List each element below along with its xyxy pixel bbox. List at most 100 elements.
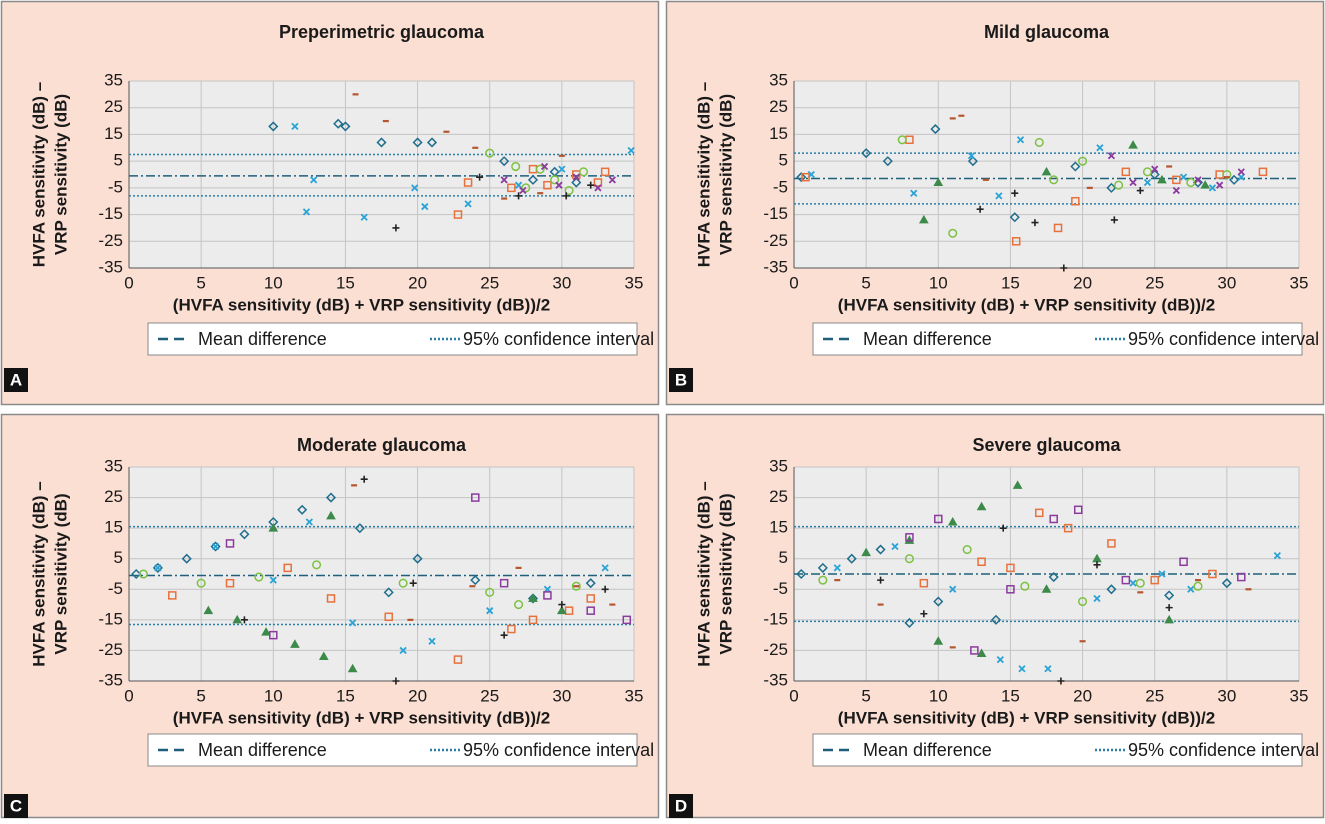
point xyxy=(210,541,221,552)
x-tick-label: 25 xyxy=(1145,273,1164,292)
point xyxy=(291,122,299,131)
point xyxy=(1057,677,1065,685)
point xyxy=(1193,581,1203,591)
point xyxy=(354,523,365,534)
point xyxy=(877,576,885,584)
point xyxy=(269,576,277,584)
y-tick-label: -35 xyxy=(98,670,123,689)
x-tick-label: 35 xyxy=(625,686,644,705)
point xyxy=(585,578,596,589)
point xyxy=(1187,585,1195,593)
x-tick-label: 5 xyxy=(196,273,205,292)
point xyxy=(181,553,192,564)
y-tick-label: -15 xyxy=(763,204,788,223)
panel-label-box xyxy=(669,794,693,818)
point xyxy=(572,173,580,181)
y-tick-label: 25 xyxy=(104,97,123,116)
y-tick-label: 35 xyxy=(104,70,123,89)
point xyxy=(796,568,807,580)
point xyxy=(1136,187,1144,195)
point xyxy=(556,605,567,615)
point xyxy=(360,213,368,221)
x-tick-label: 25 xyxy=(480,273,499,292)
legend-label: 95% confidence interval xyxy=(1128,740,1319,760)
x-tick-label: 0 xyxy=(124,686,133,705)
x-tick-label: 0 xyxy=(124,273,133,292)
y-tick-label: 35 xyxy=(769,70,788,89)
y-tick-label: 25 xyxy=(769,97,788,116)
point xyxy=(918,214,929,224)
point xyxy=(453,210,463,219)
point xyxy=(976,648,987,657)
point xyxy=(333,118,344,129)
point xyxy=(535,164,545,174)
point xyxy=(970,646,979,655)
y-axis-label: VRP sensitivity (dB) xyxy=(716,493,735,654)
y-tick-label: -15 xyxy=(98,204,123,223)
legend-label: 95% confidence interval xyxy=(463,329,654,349)
legend-box xyxy=(147,322,638,356)
point xyxy=(232,614,243,624)
point xyxy=(1009,212,1020,223)
y-tick-label: -5 xyxy=(108,579,123,598)
point xyxy=(1143,178,1152,187)
point xyxy=(1093,561,1101,569)
point xyxy=(507,183,516,193)
point xyxy=(833,564,841,572)
point xyxy=(269,630,278,640)
point xyxy=(1006,563,1015,573)
point xyxy=(1129,579,1137,587)
point xyxy=(485,587,495,597)
point xyxy=(1172,175,1181,185)
y-tick-label: -35 xyxy=(763,257,788,276)
x-tick-label: 5 xyxy=(861,273,870,292)
point xyxy=(1208,184,1217,192)
x-tick-label: 5 xyxy=(196,686,205,705)
point xyxy=(555,181,563,189)
point xyxy=(1128,140,1138,149)
point xyxy=(297,504,308,515)
point xyxy=(1044,665,1052,673)
point xyxy=(933,177,944,187)
point xyxy=(1078,596,1088,607)
x-tick-label: 30 xyxy=(552,686,571,705)
x-tick-label: 10 xyxy=(929,686,948,705)
point xyxy=(1121,167,1131,177)
legend-label: Mean difference xyxy=(198,740,327,760)
y-axis-label: HVFA sensitivity (dB) – xyxy=(29,82,48,267)
x-tick-label: 0 xyxy=(789,273,798,292)
point xyxy=(930,124,941,135)
y-tick-label: -15 xyxy=(763,609,788,628)
x-tick-label: 30 xyxy=(1217,273,1236,292)
point xyxy=(1158,570,1166,578)
point xyxy=(464,200,472,208)
point xyxy=(528,615,538,625)
point xyxy=(919,578,929,588)
point xyxy=(1165,604,1173,612)
point xyxy=(1011,189,1019,197)
point xyxy=(511,161,521,172)
panel-label: A xyxy=(10,370,22,389)
point xyxy=(470,575,481,586)
point xyxy=(1020,581,1030,591)
point xyxy=(601,564,609,572)
y-tick-label: 15 xyxy=(769,518,788,537)
point xyxy=(290,639,300,648)
point xyxy=(1222,169,1232,180)
point xyxy=(1237,572,1246,582)
x-tick-label: 10 xyxy=(264,273,283,292)
x-axis-label: (HVFA sensitivity (dB) + VRP sensitivity… xyxy=(173,295,550,314)
y-tick-label: 15 xyxy=(104,124,123,143)
y-tick-label: -35 xyxy=(763,670,788,689)
point xyxy=(967,152,976,160)
point xyxy=(861,547,872,557)
y-tick-label: -35 xyxy=(98,257,123,276)
panel-label-box xyxy=(4,794,28,818)
point xyxy=(1060,264,1068,272)
y-tick-label: 15 xyxy=(769,124,788,143)
point xyxy=(1114,180,1124,190)
point xyxy=(1186,177,1196,188)
point xyxy=(540,162,549,171)
point xyxy=(594,184,602,192)
point xyxy=(154,564,162,572)
